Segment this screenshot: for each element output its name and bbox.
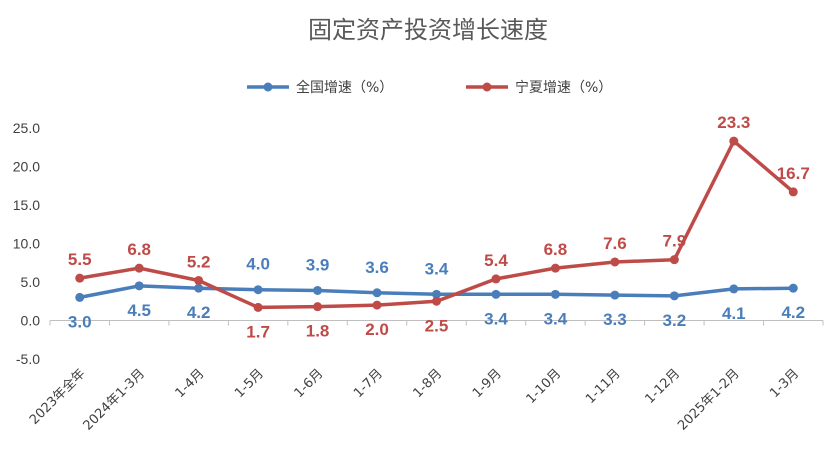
data-point-national xyxy=(491,289,501,299)
data-label-national: 4.1 xyxy=(722,304,746,323)
y-tick-label: 10.0 xyxy=(13,236,40,252)
data-label-national: 3.4 xyxy=(484,309,508,328)
data-label-ningxia: 5.5 xyxy=(68,250,92,269)
data-point-ningxia xyxy=(253,302,263,312)
data-label-ningxia: 5.4 xyxy=(484,251,508,270)
data-point-national xyxy=(729,284,739,294)
x-tick-label: 1-7月 xyxy=(351,366,386,401)
data-point-national xyxy=(313,285,323,295)
data-point-ningxia xyxy=(372,300,382,310)
data-point-national xyxy=(610,290,620,300)
x-tick-label: 1-8月 xyxy=(411,366,446,401)
y-tick-label: -5.0 xyxy=(16,351,40,367)
data-label-ningxia: 6.8 xyxy=(544,240,568,259)
legend-label-ningxia: 宁夏增速（%） xyxy=(515,79,612,96)
data-point-ningxia xyxy=(75,273,85,283)
data-point-ningxia xyxy=(491,274,501,284)
legend: 全国增速（%） 宁夏增速（%） xyxy=(247,79,612,96)
data-label-ningxia: 1.7 xyxy=(246,322,270,341)
y-tick-label: 20.0 xyxy=(13,159,40,175)
series-layer xyxy=(75,136,798,312)
legend-label-national: 全国增速（%） xyxy=(296,79,393,96)
data-label-national: 4.5 xyxy=(127,301,151,320)
x-tick-label: 1-10月 xyxy=(524,366,565,407)
y-axis: -5.0 0.0 5.0 10.0 15.0 20.0 25.0 xyxy=(13,120,40,367)
y-tick-label: 0.0 xyxy=(21,313,41,329)
data-point-ningxia xyxy=(134,263,144,273)
x-tick-label: 2024年1-3月 xyxy=(81,366,148,433)
data-point-national xyxy=(432,289,441,299)
data-label-ningxia: 1.8 xyxy=(306,322,330,341)
data-point-national xyxy=(253,285,263,295)
x-tick-label: 1-12月 xyxy=(643,366,684,407)
data-point-ningxia xyxy=(550,263,560,273)
data-point-national xyxy=(550,289,560,299)
legend-marker-ningxia xyxy=(482,82,492,92)
data-labels: 3.0 5.5 4.5 6.8 4.2 5.2 4.0 1.7 3.9 1.8 3.6 2.0 3.4 2… xyxy=(68,113,810,341)
data-point-ningxia xyxy=(729,136,739,146)
x-tick-label: 2023年全年 xyxy=(26,366,88,428)
legend-item-national: 全国增速（%） xyxy=(247,79,393,96)
data-point-ningxia xyxy=(788,187,798,197)
y-tick-label: 15.0 xyxy=(13,197,40,213)
data-label-national: 3.6 xyxy=(365,258,389,277)
data-point-national xyxy=(669,291,679,301)
data-label-ningxia: 6.8 xyxy=(127,240,151,259)
data-label-national: 3.9 xyxy=(306,255,330,274)
data-label-national: 3.2 xyxy=(663,311,687,330)
data-point-ningxia xyxy=(313,302,323,312)
data-label-ningxia: 2.5 xyxy=(425,316,449,335)
x-tick-label: 1-11月 xyxy=(583,366,624,407)
data-point-ningxia xyxy=(432,296,441,306)
x-tick-label: 1-4月 xyxy=(173,366,208,401)
data-label-ningxia: 23.3 xyxy=(717,113,750,132)
x-tick-label: 1-3月 xyxy=(767,366,802,401)
data-point-national xyxy=(788,283,798,293)
data-label-ningxia: 2.0 xyxy=(365,320,389,339)
data-label-ningxia: 7.9 xyxy=(663,232,687,251)
data-label-national: 3.0 xyxy=(68,312,92,331)
data-label-ningxia: 7.6 xyxy=(603,234,627,253)
data-label-national: 3.3 xyxy=(603,310,627,329)
x-tick-label: 1-9月 xyxy=(470,366,505,401)
data-label-national: 4.2 xyxy=(781,303,805,322)
data-label-national: 4.2 xyxy=(187,303,211,322)
data-label-national: 4.0 xyxy=(246,255,270,274)
data-point-ningxia xyxy=(669,255,679,265)
data-label-ningxia: 16.7 xyxy=(777,164,810,183)
legend-item-ningxia: 宁夏增速（%） xyxy=(466,79,612,96)
data-label-national: 3.4 xyxy=(425,259,449,278)
data-point-ningxia xyxy=(610,257,620,267)
data-point-national xyxy=(194,283,204,293)
y-tick-label: 5.0 xyxy=(21,274,41,290)
legend-marker-national xyxy=(263,82,273,92)
data-point-ningxia xyxy=(194,275,204,285)
data-label-ningxia: 5.2 xyxy=(187,252,211,271)
series-line-ningxia xyxy=(77,139,796,310)
x-tick-label: 2025年1-2月 xyxy=(675,366,742,433)
y-tick-label: 25.0 xyxy=(13,120,40,136)
x-tick-label: 1-5月 xyxy=(232,366,267,401)
chart-title: 固定资产投资增长速度 xyxy=(308,16,548,44)
data-point-national xyxy=(75,292,85,302)
x-tick-label: 1-6月 xyxy=(292,366,327,401)
data-point-national xyxy=(134,281,144,291)
data-point-national xyxy=(372,288,382,298)
data-label-national: 3.4 xyxy=(544,309,568,328)
